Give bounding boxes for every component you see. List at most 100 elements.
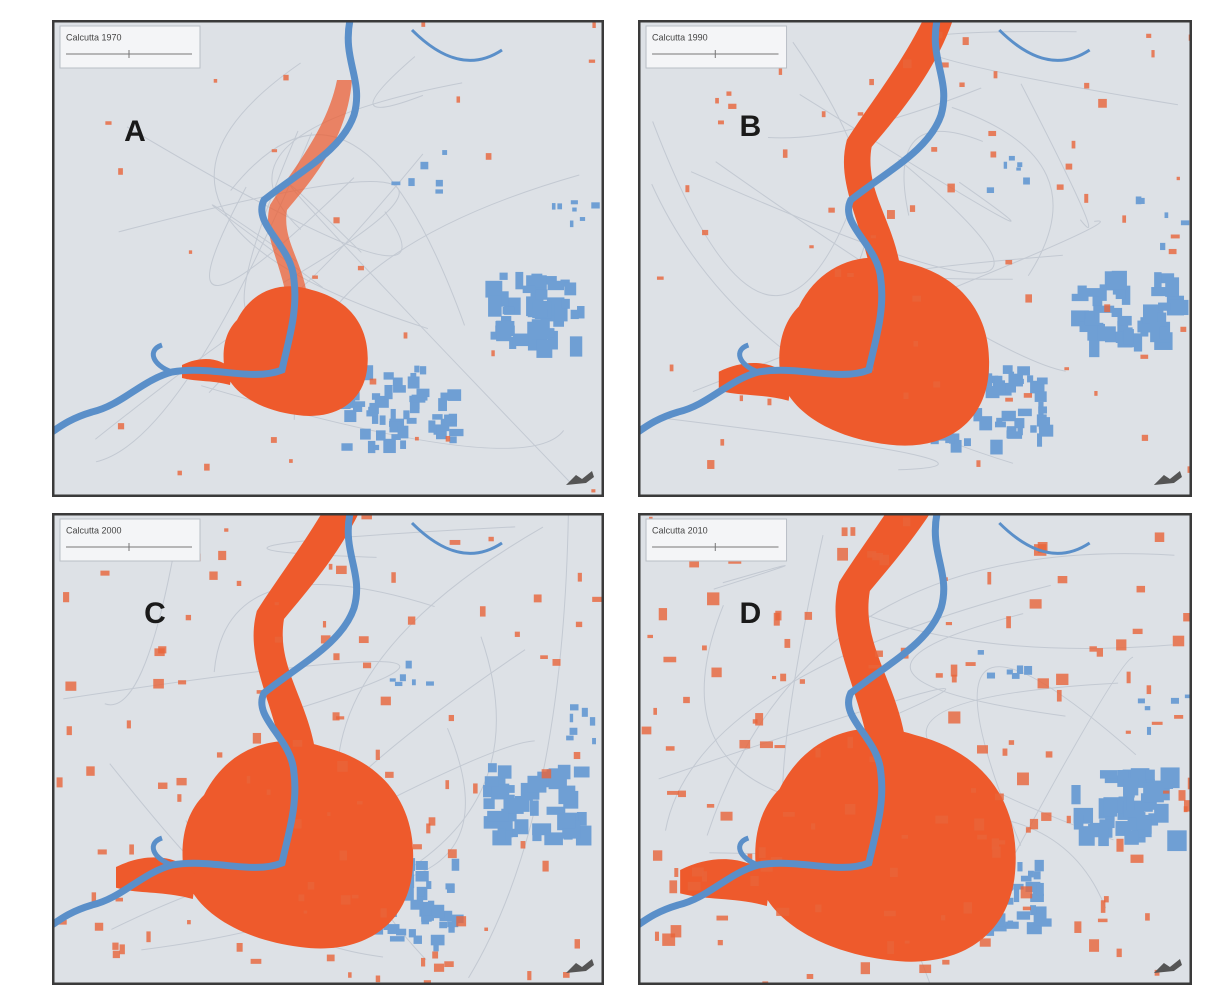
wetland: [987, 187, 994, 193]
urban-patch: [994, 71, 998, 78]
urban-patch: [421, 958, 425, 967]
urban-patch: [1046, 751, 1053, 757]
urban-patch: [837, 548, 848, 561]
urban-patch: [1003, 749, 1008, 756]
urban-patch: [845, 804, 856, 815]
urban-patch: [1067, 816, 1071, 823]
wetland: [571, 310, 579, 319]
wetland: [438, 398, 447, 411]
urban-patch: [1183, 613, 1194, 621]
urban-patch: [988, 131, 996, 136]
urban-patch: [214, 79, 217, 83]
urban-patch: [1122, 215, 1126, 222]
wetland: [523, 286, 535, 293]
wetland: [528, 309, 548, 317]
urban-patch: [1169, 249, 1177, 254]
urban-patch: [105, 121, 111, 125]
urban-patch: [772, 676, 776, 679]
wetland: [591, 202, 599, 208]
urban-patch: [515, 632, 520, 637]
urban-patch: [67, 726, 72, 735]
urban-patch: [1009, 740, 1014, 745]
urban-patch: [728, 104, 736, 109]
urban-patch: [120, 944, 125, 954]
urban-patch: [578, 573, 582, 582]
urban-patch: [486, 153, 492, 160]
urban-patch: [963, 37, 969, 45]
panel-label: B: [740, 110, 762, 143]
urban-patch: [936, 673, 943, 678]
urban-patch: [272, 149, 277, 152]
wetland: [1195, 703, 1199, 707]
urban-patch: [521, 841, 526, 848]
wetland: [590, 717, 595, 725]
urban-patch: [1017, 773, 1029, 786]
urban-patch: [376, 750, 380, 760]
urban-patch: [1180, 327, 1186, 332]
urban-patch: [1084, 194, 1088, 203]
urban-patch: [995, 793, 1004, 800]
wetland: [390, 678, 396, 681]
urban-patch: [942, 960, 949, 965]
urban-patch: [293, 740, 302, 747]
wetland: [572, 208, 576, 212]
wetland: [1037, 433, 1042, 446]
urban-patch: [800, 679, 805, 684]
urban-patch: [647, 635, 653, 638]
wetland: [515, 272, 523, 289]
urban-patch: [341, 895, 351, 905]
wetland: [436, 180, 443, 187]
urban-patch: [592, 22, 595, 28]
urban-patch: [653, 708, 657, 715]
panel-label: D: [740, 597, 762, 630]
wetland: [532, 319, 550, 339]
urban-patch: [784, 639, 790, 648]
legend-title: Calcutta 1970: [66, 32, 122, 42]
urban-patch: [337, 761, 348, 772]
urban-patch: [750, 876, 759, 886]
wetland: [1139, 198, 1144, 204]
wetland: [408, 376, 420, 388]
wetland: [548, 281, 564, 290]
urban-patch: [780, 674, 786, 682]
urban-patch: [959, 82, 964, 87]
urban-patch: [1094, 391, 1097, 396]
urban-patch: [977, 745, 988, 753]
urban-patch: [57, 777, 63, 787]
wetland: [485, 776, 499, 786]
wetland: [570, 704, 579, 710]
urban-patch: [327, 955, 335, 962]
urban-patch: [1089, 939, 1099, 952]
urban-patch: [381, 697, 391, 706]
urban-patch: [534, 594, 542, 602]
urban-patch: [711, 668, 721, 678]
wetland: [496, 321, 511, 342]
legend-title: Calcutta 2010: [652, 525, 708, 535]
urban-patch: [1151, 50, 1154, 57]
wetland: [369, 403, 375, 413]
urban-patch: [176, 778, 186, 785]
urban-patch: [1005, 260, 1012, 264]
urban-patch: [1133, 629, 1143, 634]
urban-patch: [1098, 99, 1107, 108]
urban-patch: [809, 245, 813, 248]
wetland: [406, 661, 412, 669]
urban-patch: [1179, 790, 1186, 801]
urban-patch: [329, 564, 333, 570]
urban-patch: [783, 812, 795, 817]
urban-patch: [869, 665, 881, 668]
wetland: [1034, 913, 1041, 926]
wetland: [1016, 167, 1021, 170]
wetland: [1004, 162, 1007, 169]
urban-patch: [692, 868, 704, 877]
wetland: [423, 915, 434, 920]
urban-patch: [370, 379, 377, 385]
urban-patch: [783, 149, 788, 157]
urban-patch: [657, 276, 664, 279]
urban-patch: [669, 880, 677, 893]
wetland: [1167, 830, 1186, 851]
wetland: [1018, 409, 1032, 416]
wetland: [395, 682, 402, 686]
wetland: [1195, 235, 1199, 238]
wetland: [566, 736, 573, 741]
